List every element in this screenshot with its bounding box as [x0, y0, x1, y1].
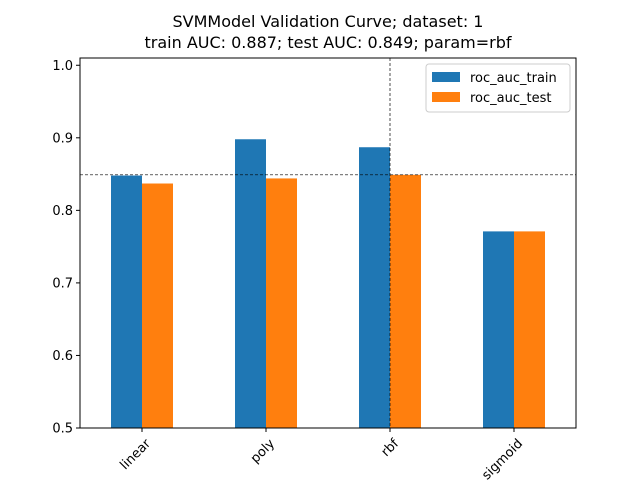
- legend-box: [425, 63, 571, 113]
- y-axis: 0.5 0.6 0.7 0.8 0.9 1.0: [52, 59, 80, 437]
- y-tick-label: 0.6: [52, 349, 73, 364]
- bar-roc-auc-train-rbf: [359, 147, 390, 428]
- x-tick-label-rbf: rbf: [379, 436, 403, 460]
- bar-roc-auc-train-sigmoid: [483, 231, 514, 428]
- plot-frame: [79, 57, 577, 429]
- legend-label-roc-auc-train: roc_auc_train: [470, 71, 557, 86]
- x-tick-label-sigmoid: sigmoid: [479, 436, 526, 480]
- y-tick-label: 1.0: [52, 59, 73, 74]
- bar-roc-auc-test-sigmoid: [514, 231, 545, 428]
- y-tick-label: 0.9: [52, 131, 73, 146]
- y-tick-label: 0.8: [52, 204, 73, 219]
- y-tick-label: 0.5: [52, 422, 73, 437]
- x-tick-label-poly: poly: [248, 436, 278, 466]
- legend-swatch-roc-auc-test: [432, 92, 460, 102]
- chart-title-line-1: SVMModel Validation Curve; dataset: 1: [173, 12, 484, 31]
- bar-roc-auc-test-poly: [266, 178, 297, 428]
- bar-roc-auc-test-rbf: [390, 174, 421, 428]
- bar-roc-auc-train-linear: [111, 175, 142, 428]
- legend-swatch-roc-auc-train: [432, 72, 460, 82]
- plot-area: [80, 58, 576, 429]
- bar-roc-auc-test-linear: [142, 183, 173, 428]
- x-axis: linear poly rbf sigmoid: [117, 428, 526, 480]
- legend-label-roc-auc-test: roc_auc_test: [470, 91, 551, 106]
- legend: roc_auc_train roc_auc_test: [425, 63, 571, 113]
- x-tick-label-linear: linear: [117, 436, 154, 473]
- chart-title-line-2: train AUC: 0.887; test AUC: 0.849; param…: [144, 33, 511, 52]
- y-tick-label: 0.7: [52, 276, 73, 291]
- bar-roc-auc-train-poly: [235, 139, 266, 429]
